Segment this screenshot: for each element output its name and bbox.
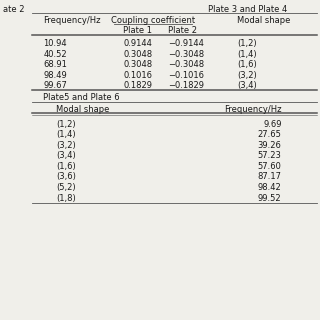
Text: 9.69: 9.69: [263, 120, 282, 129]
Text: (3,4): (3,4): [237, 81, 257, 90]
Text: Frequency/Hz: Frequency/Hz: [43, 16, 101, 25]
Text: Modal shape: Modal shape: [237, 16, 290, 25]
Text: −0.9144: −0.9144: [168, 39, 204, 48]
Text: Frequency/Hz: Frequency/Hz: [224, 105, 282, 114]
Text: 98.42: 98.42: [258, 183, 282, 192]
Text: 99.52: 99.52: [258, 194, 282, 203]
Text: ate 2: ate 2: [3, 5, 25, 14]
Text: 0.3048: 0.3048: [123, 60, 152, 69]
Text: 0.3048: 0.3048: [123, 50, 152, 59]
Text: 39.26: 39.26: [258, 141, 282, 150]
Text: (3,2): (3,2): [237, 71, 257, 80]
Text: (1,4): (1,4): [56, 130, 76, 139]
Text: (1,6): (1,6): [56, 162, 76, 171]
Text: (1,2): (1,2): [237, 39, 256, 48]
Text: Plate5 and Plate 6: Plate5 and Plate 6: [43, 93, 120, 102]
Text: Plate 1: Plate 1: [123, 26, 152, 35]
Text: Coupling coefficient: Coupling coefficient: [111, 16, 195, 25]
Text: (1,2): (1,2): [56, 120, 76, 129]
Text: −0.3048: −0.3048: [168, 50, 204, 59]
Text: 0.1016: 0.1016: [123, 71, 152, 80]
Text: (1,4): (1,4): [237, 50, 256, 59]
Text: 40.52: 40.52: [43, 50, 67, 59]
Text: 10.94: 10.94: [43, 39, 67, 48]
Text: 57.60: 57.60: [258, 162, 282, 171]
Text: 98.49: 98.49: [43, 71, 67, 80]
Text: 87.17: 87.17: [258, 172, 282, 181]
Text: Modal shape: Modal shape: [56, 105, 109, 114]
Text: (3,2): (3,2): [56, 141, 76, 150]
Text: (3,4): (3,4): [56, 151, 76, 160]
Text: (1,8): (1,8): [56, 194, 76, 203]
Text: −0.1016: −0.1016: [168, 71, 204, 80]
Text: −0.3048: −0.3048: [168, 60, 204, 69]
Text: −0.1829: −0.1829: [168, 81, 204, 90]
Text: Plate 3 and Plate 4: Plate 3 and Plate 4: [208, 5, 287, 14]
Text: Plate 2: Plate 2: [168, 26, 197, 35]
Text: 57.23: 57.23: [258, 151, 282, 160]
Text: (5,2): (5,2): [56, 183, 76, 192]
Text: 0.1829: 0.1829: [123, 81, 152, 90]
Text: 99.67: 99.67: [43, 81, 67, 90]
Text: 0.9144: 0.9144: [123, 39, 152, 48]
Text: (1,6): (1,6): [237, 60, 257, 69]
Text: 27.65: 27.65: [258, 130, 282, 139]
Text: (3,6): (3,6): [56, 172, 76, 181]
Text: 68.91: 68.91: [43, 60, 67, 69]
